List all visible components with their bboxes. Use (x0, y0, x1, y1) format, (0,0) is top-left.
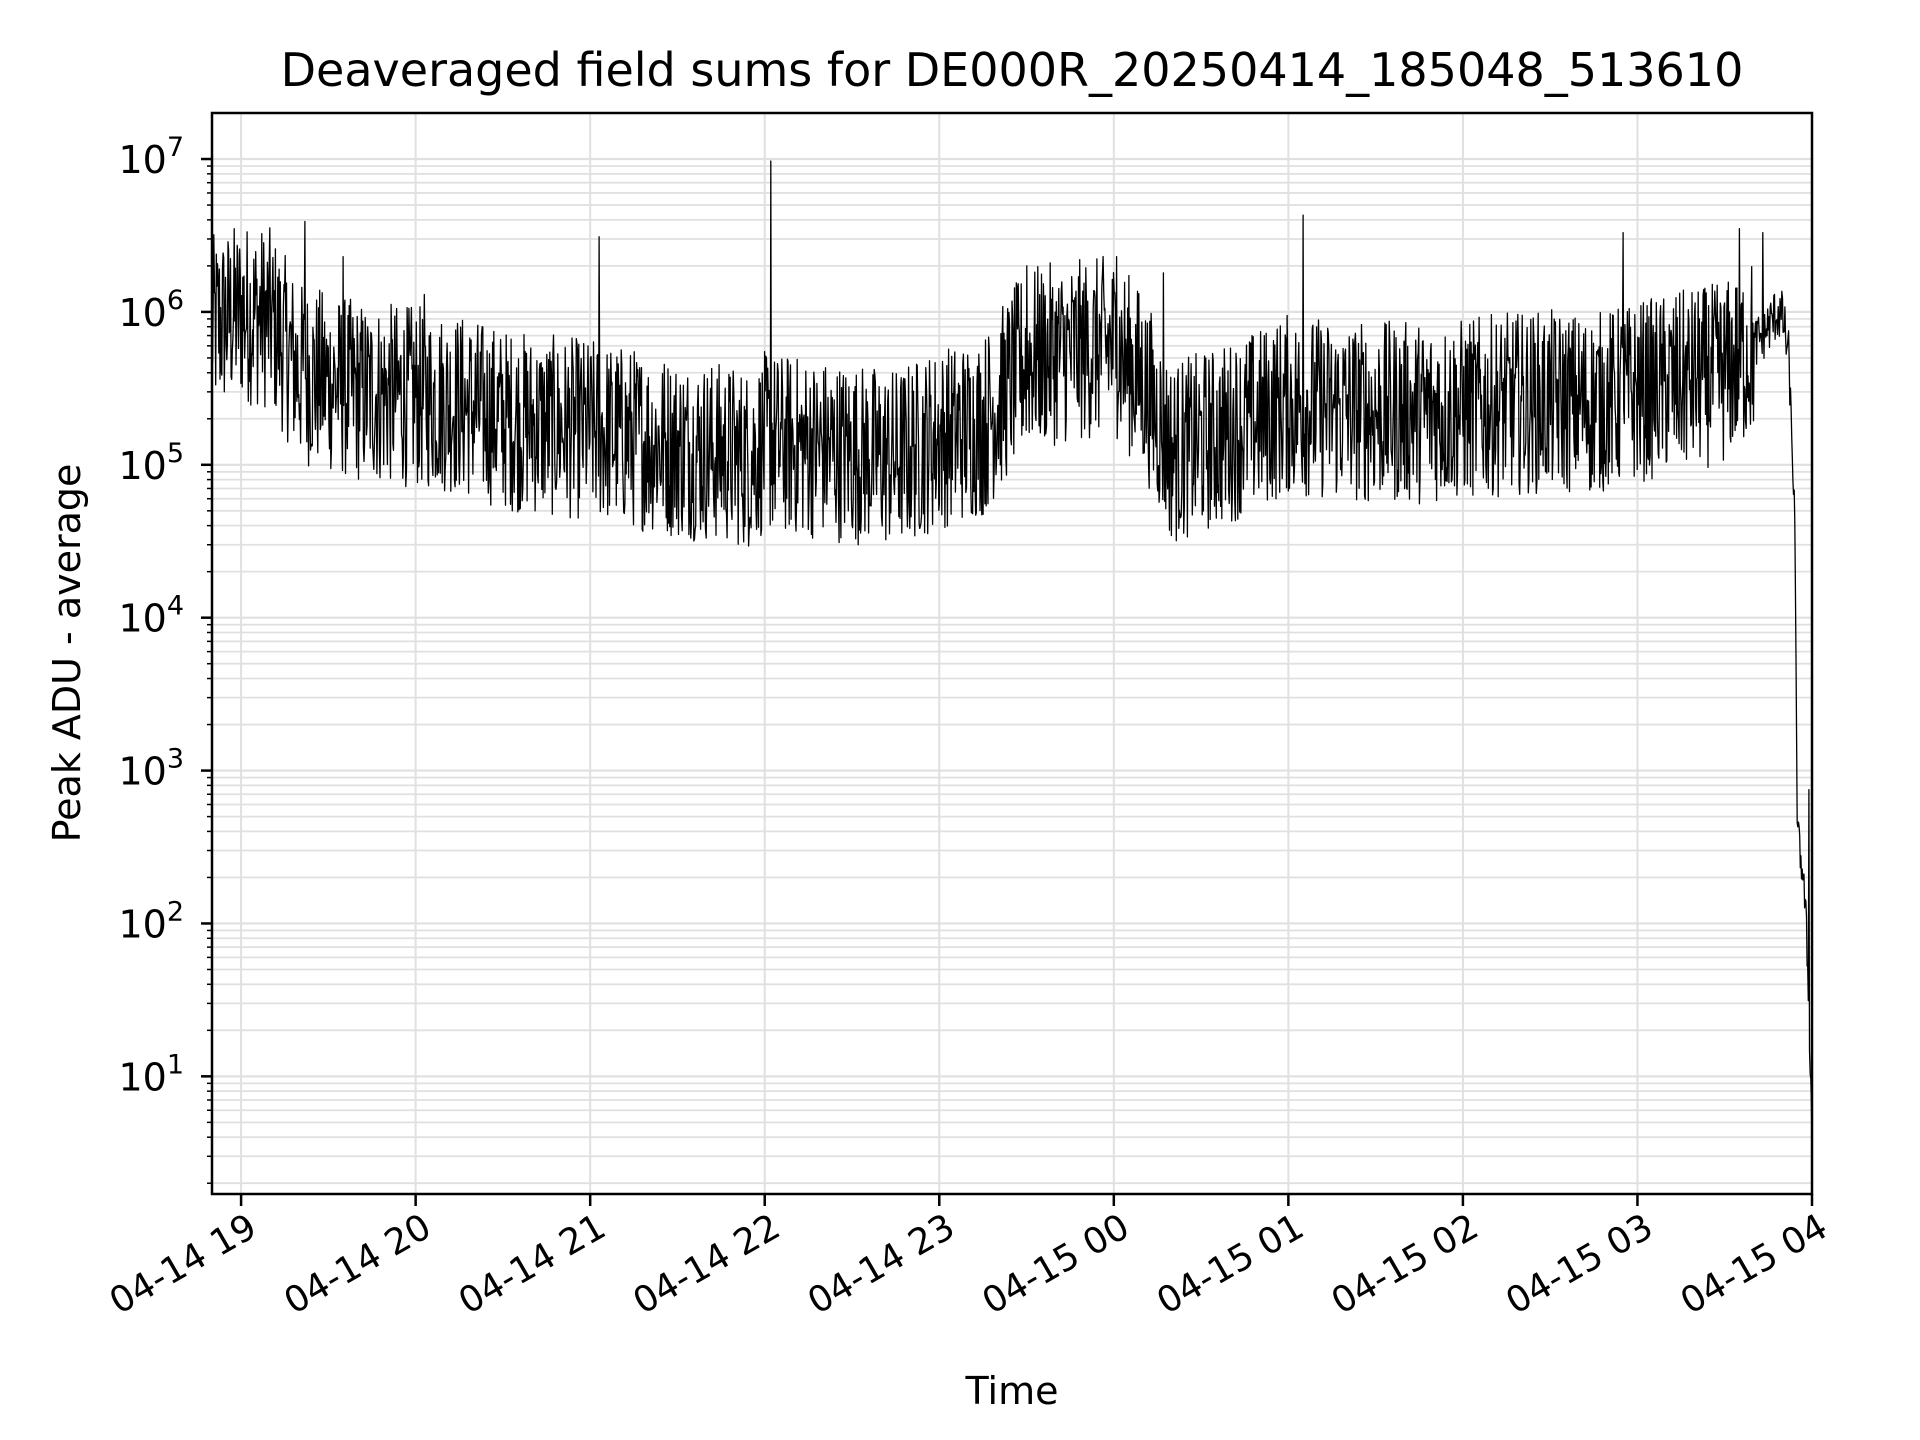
y-tick-label: 102 (118, 896, 184, 946)
y-axis-label: Peak ADU - average (45, 464, 89, 843)
y-tick-label: 103 (118, 744, 184, 794)
grid (212, 113, 1813, 1194)
y-tick-label: 107 (118, 132, 184, 182)
series-line (211, 160, 1813, 1143)
data-line-layer (211, 160, 1813, 1143)
y-axis: 101 102 103 104 105 106 107 (118, 132, 212, 1184)
x-axis-label: Time (965, 1369, 1059, 1413)
plot-frame (210, 111, 1814, 1196)
y-tick-label: 106 (118, 285, 184, 335)
chart-title: Deaveraged field sums for DE000R_2025041… (281, 43, 1744, 97)
y-tick-label: 105 (118, 438, 184, 488)
y-tick-label: 101 (118, 1049, 184, 1099)
y-tick-label: 104 (118, 591, 184, 641)
